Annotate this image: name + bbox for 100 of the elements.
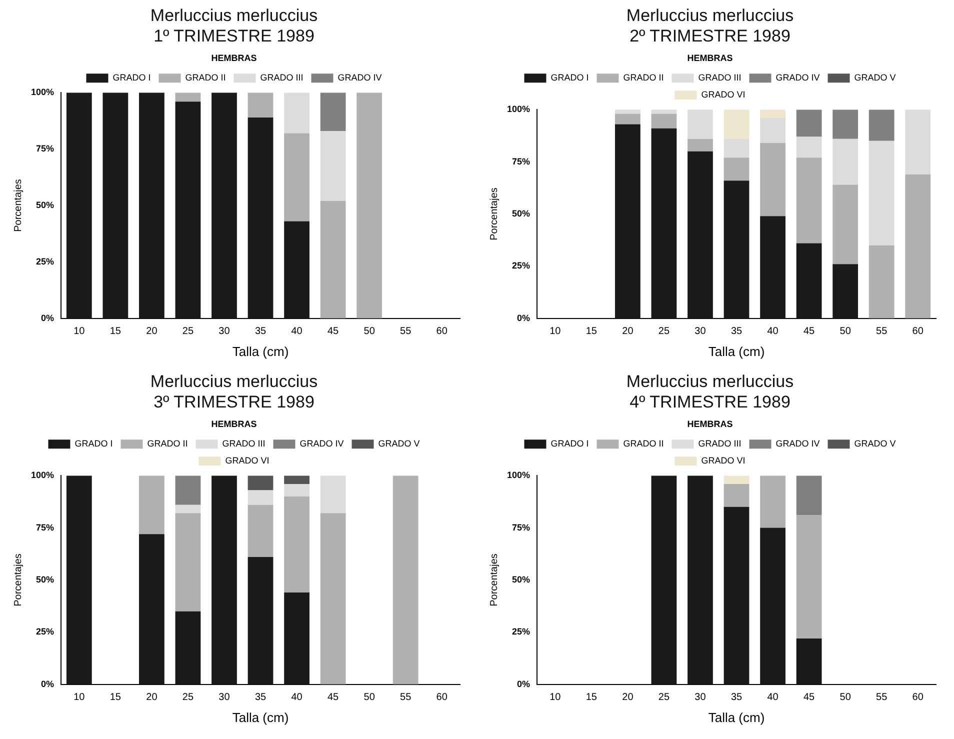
- bar: [688, 476, 713, 684]
- bar: [832, 264, 858, 318]
- bar: [175, 611, 201, 684]
- legend-label: GRADO III: [260, 72, 304, 83]
- chart-title: Merluccius merluccius: [626, 6, 794, 25]
- x-tick-label: 45: [803, 692, 816, 704]
- x-tick-label: 25: [658, 692, 670, 704]
- x-tick-label: 30: [218, 326, 230, 338]
- x-tick-label: 30: [218, 692, 230, 704]
- bar: [248, 476, 274, 490]
- legend-label: GRADO I: [74, 438, 113, 449]
- y-tick-label: 75%: [36, 144, 54, 154]
- x-tick-label: 20: [622, 326, 634, 338]
- y-tick-label: 25%: [512, 260, 530, 271]
- y-tick-label: 50%: [36, 200, 54, 210]
- bar: [175, 504, 201, 514]
- x-tick-label: 20: [146, 692, 158, 704]
- x-tick-label: 40: [767, 692, 779, 704]
- legend-title: HEMBRAS: [687, 418, 733, 429]
- bar: [868, 245, 894, 318]
- legend-label: GRADO VI: [701, 456, 746, 466]
- bar: [832, 110, 858, 139]
- y-tick-label: 0%: [41, 678, 54, 689]
- bar: [796, 638, 822, 684]
- x-tick-label: 40: [291, 692, 303, 704]
- bar: [724, 484, 750, 507]
- bar: [248, 490, 274, 505]
- x-tick-label: 50: [840, 692, 852, 704]
- x-tick-label: 55: [876, 692, 888, 704]
- bar: [724, 110, 750, 139]
- bar: [284, 133, 310, 222]
- bar: [724, 158, 750, 181]
- x-tick-label: 40: [767, 326, 779, 338]
- x-tick-label: 35: [730, 326, 743, 338]
- y-tick-label: 50%: [512, 208, 530, 218]
- chart-title: Merluccius merluccius: [150, 372, 318, 391]
- bar: [796, 136, 822, 158]
- x-tick-label: 55: [400, 326, 412, 338]
- x-axis-title: Talla (cm): [232, 344, 289, 359]
- bar: [760, 476, 786, 528]
- y-tick-label: 25%: [512, 626, 530, 637]
- y-tick-label: 50%: [512, 574, 530, 584]
- x-tick-label: 55: [400, 692, 412, 704]
- bar: [651, 128, 677, 318]
- bar: [760, 528, 786, 684]
- x-tick-label: 20: [622, 692, 634, 704]
- x-tick-label: 60: [436, 692, 448, 704]
- bar: [284, 496, 310, 593]
- y-axis-title: Porcentajes: [12, 179, 24, 232]
- y-tick-label: 25%: [36, 626, 54, 637]
- bar: [688, 110, 713, 139]
- y-tick-label: 50%: [36, 574, 54, 584]
- legend-label: GRADO V: [378, 438, 420, 449]
- x-tick-label: 50: [364, 692, 376, 704]
- bar: [284, 92, 310, 134]
- bar: [868, 110, 894, 141]
- bar: [320, 513, 346, 684]
- x-tick-label: 15: [110, 692, 122, 704]
- x-axis-title: Talla (cm): [232, 710, 289, 725]
- x-tick-label: 25: [182, 692, 194, 704]
- legend-label: GRADO I: [550, 72, 589, 83]
- legend-label: GRADO IV: [300, 438, 344, 449]
- chart-subtitle: 4º TRIMESTRE 1989: [630, 392, 790, 412]
- y-tick-label: 100%: [506, 104, 530, 114]
- legend-label: GRADO III: [222, 438, 266, 449]
- legend-title: HEMBRAS: [687, 52, 733, 63]
- bar: [212, 476, 237, 684]
- x-tick-label: 10: [74, 326, 86, 338]
- bar: [175, 513, 201, 612]
- x-tick-label: 40: [291, 326, 303, 338]
- bar: [320, 200, 346, 318]
- y-tick-label: 25%: [36, 256, 54, 266]
- x-tick-label: 35: [254, 692, 267, 704]
- bar: [175, 476, 201, 505]
- legend-label: GRADO III: [698, 72, 742, 83]
- y-axis-title: Porcentajes: [488, 554, 500, 606]
- x-tick-label: 35: [254, 326, 267, 338]
- x-tick-label: 50: [364, 326, 376, 338]
- bar: [905, 110, 931, 174]
- bar: [320, 92, 346, 131]
- legend-label: GRADO I: [112, 72, 151, 83]
- bar: [615, 114, 640, 124]
- y-tick-label: 100%: [30, 470, 54, 480]
- bar: [248, 117, 274, 318]
- bar: [651, 110, 677, 114]
- y-tick-label: 75%: [36, 522, 54, 532]
- x-tick-label: 60: [912, 692, 924, 704]
- y-tick-label: 0%: [517, 312, 530, 323]
- bar: [392, 476, 418, 684]
- bar: [796, 158, 822, 244]
- x-tick-label: 50: [840, 326, 852, 338]
- y-tick-label: 100%: [30, 87, 54, 98]
- bar: [139, 92, 164, 318]
- bar: [796, 110, 822, 137]
- chart-subtitle: 2º TRIMESTRE 1989: [630, 26, 790, 46]
- bar: [615, 110, 640, 114]
- x-axis-title: Talla (cm): [708, 344, 765, 359]
- bar: [175, 102, 201, 318]
- x-tick-label: 30: [694, 326, 706, 338]
- bar: [868, 140, 894, 246]
